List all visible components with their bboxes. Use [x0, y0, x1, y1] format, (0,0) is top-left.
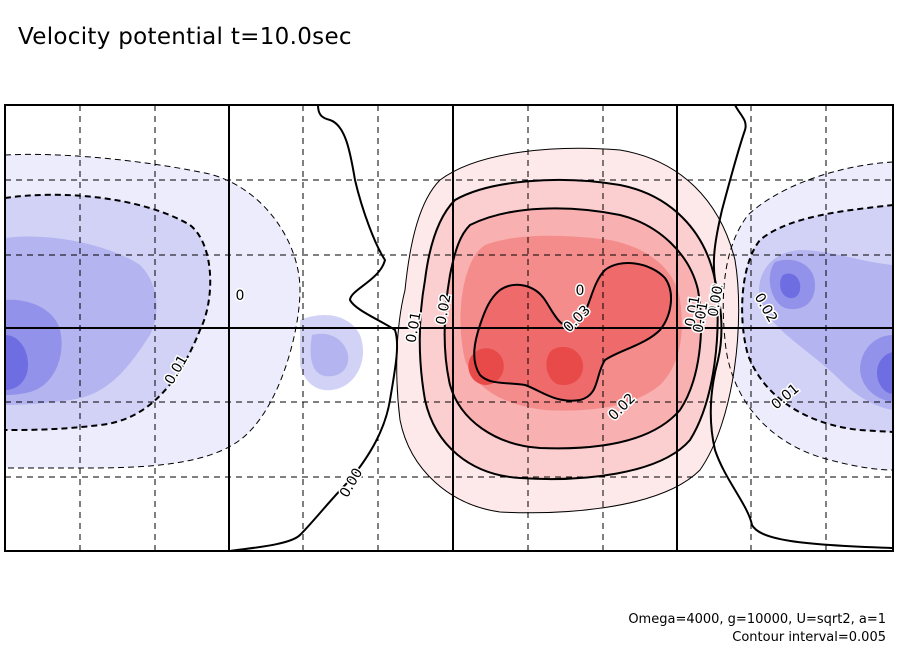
contour-zero-left [229, 105, 399, 551]
contour-zero-right [709, 105, 893, 549]
contour-pos-4 [473, 262, 672, 402]
fill-pos-7 [546, 346, 584, 386]
fill-pos-5 [474, 263, 672, 401]
contour-label-10: 0.01 [690, 301, 711, 334]
contour-pos-3 [443, 207, 702, 450]
parameters-note: Omega=4000, g=10000, U=sqrt2, a=1 [628, 612, 886, 627]
contour-label-2: 0.01 [403, 311, 424, 344]
fill-neg-left-5 [5, 335, 28, 390]
contour-label-9: 0 [576, 283, 585, 299]
contour-dash-4 [741, 204, 893, 433]
contour-pos-1 [396, 147, 740, 514]
fill-pos-6 [468, 348, 504, 385]
contour-dash-3 [722, 161, 893, 471]
plot-frame [4, 104, 894, 552]
contour-lines [5, 105, 893, 551]
chart-title: Velocity potential t=10.0sec [18, 24, 352, 50]
fill-pos-hole [573, 280, 589, 300]
contour-label-0: 0 [236, 288, 245, 304]
fill-neg-mid-2 [310, 333, 349, 377]
major-grid [5, 105, 893, 551]
contour-pos-2 [418, 179, 719, 480]
contour-label-4: 0.00 [337, 466, 366, 501]
contour-dash-1 [5, 153, 301, 469]
fill-neg-right-7 [876, 352, 893, 394]
fill-neg-right-6 [780, 273, 801, 299]
contour-dash-2 [5, 193, 212, 431]
negative-region-left [5, 154, 364, 469]
contour-interval-note: Contour interval=0.005 [732, 630, 886, 645]
